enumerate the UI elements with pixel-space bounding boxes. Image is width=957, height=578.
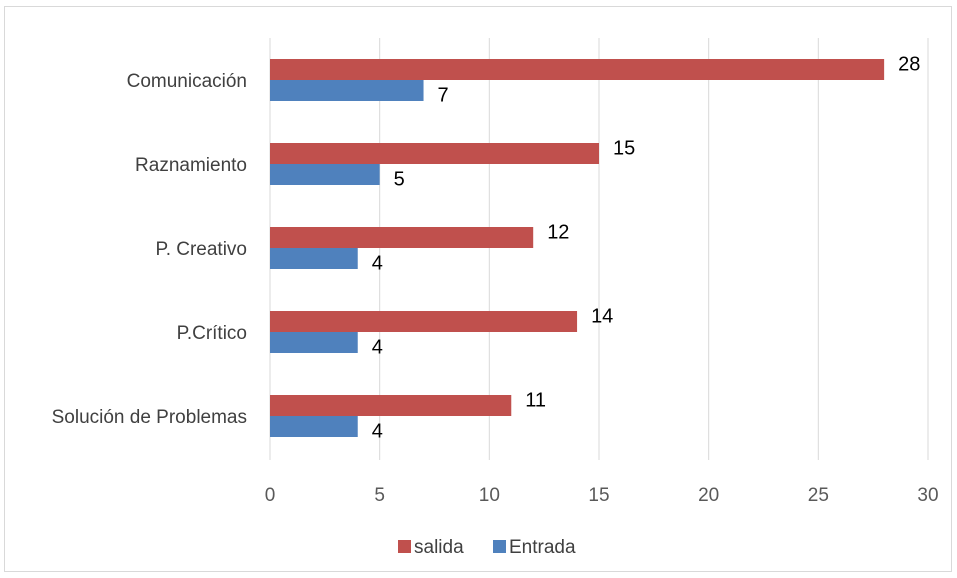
x-axis-tick-labels: 0 5 10 15 20 25 30 xyxy=(265,485,939,506)
data-label: 12 xyxy=(547,222,569,244)
x-tick-label: 5 xyxy=(374,485,385,506)
x-tick-label: 25 xyxy=(808,485,829,506)
bar-entrada xyxy=(270,164,380,185)
legend-swatch-salida xyxy=(398,540,411,553)
x-tick-label: 30 xyxy=(917,485,938,506)
data-label: 4 xyxy=(372,337,383,359)
legend-swatch-entrada xyxy=(493,540,506,553)
bar-entrada xyxy=(270,416,358,437)
gridlines xyxy=(269,38,929,460)
x-tick-label: 10 xyxy=(479,485,500,506)
data-label: 4 xyxy=(372,421,383,443)
data-label: 14 xyxy=(591,306,613,328)
data-label: 7 xyxy=(438,85,449,107)
bar-entrada xyxy=(270,80,424,101)
x-tick-label: 20 xyxy=(698,485,719,506)
category-label: Raznamiento xyxy=(135,155,247,176)
bar-salida xyxy=(270,59,885,80)
chart-frame xyxy=(4,6,952,572)
bar-salida xyxy=(270,143,599,164)
data-label: 28 xyxy=(898,54,920,76)
data-label: 4 xyxy=(372,253,383,275)
category-label: Comunicación xyxy=(127,71,247,92)
bars xyxy=(270,59,885,437)
bar-salida xyxy=(270,227,534,248)
data-label: 15 xyxy=(613,138,635,160)
category-label: Solución de Problemas xyxy=(52,407,247,428)
legend-label: salida xyxy=(414,537,464,558)
x-tick-label: 15 xyxy=(588,485,609,506)
data-label: 11 xyxy=(525,390,546,412)
bar-salida xyxy=(270,395,512,416)
legend-label: Entrada xyxy=(509,537,576,558)
legend: salida Entrada xyxy=(398,537,576,558)
category-label: P. Creativo xyxy=(155,239,247,260)
data-labels: 28 7 15 5 12 4 14 4 11 4 xyxy=(372,54,921,443)
x-tick-label: 0 xyxy=(265,485,276,506)
bar-entrada xyxy=(270,248,358,269)
category-labels: Comunicación Raznamiento P. Creativo P.Crít… xyxy=(52,71,247,428)
bar-entrada xyxy=(270,332,358,353)
category-label: P.Crítico xyxy=(177,323,247,344)
bar-salida xyxy=(270,311,578,332)
data-label: 5 xyxy=(394,169,405,191)
